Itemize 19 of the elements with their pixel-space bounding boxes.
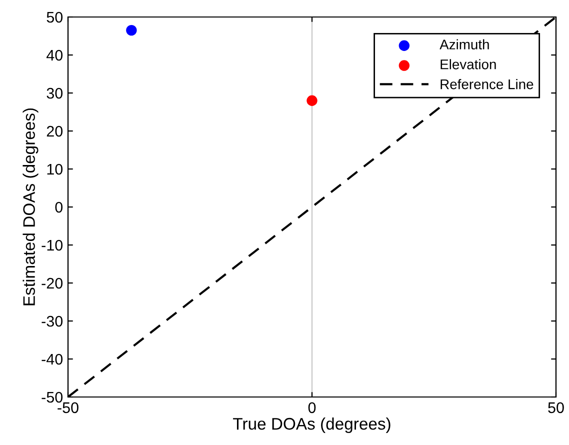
y-tick-label: -10 [42, 240, 63, 251]
y-tick-label: -50 [42, 392, 63, 403]
y-tick-label: -20 [42, 278, 63, 289]
y-tick-label: 40 [46, 50, 63, 61]
x-tick-label: -50 [58, 402, 78, 414]
x-axis-title: True DOAs (degrees) [233, 417, 390, 434]
y-tick-label: 0 [55, 202, 63, 213]
y-tick-label: 10 [47, 164, 63, 175]
y-tick-label: 20 [46, 126, 63, 137]
y-tick-label: 30 [46, 88, 63, 99]
legend-label: Azimuth [440, 39, 489, 50]
x-tick-label: 50 [548, 402, 564, 414]
legend-label: Reference Line [440, 79, 534, 90]
y-tick-label: -30 [42, 316, 63, 327]
x-tick-label: 0 [308, 402, 316, 414]
y-tick-label: -40 [42, 354, 63, 365]
y-tick-label: 50 [46, 12, 63, 23]
legend-label: Elevation [440, 59, 496, 70]
y-axis-title: Estimated DOAs (degrees) [22, 108, 38, 306]
